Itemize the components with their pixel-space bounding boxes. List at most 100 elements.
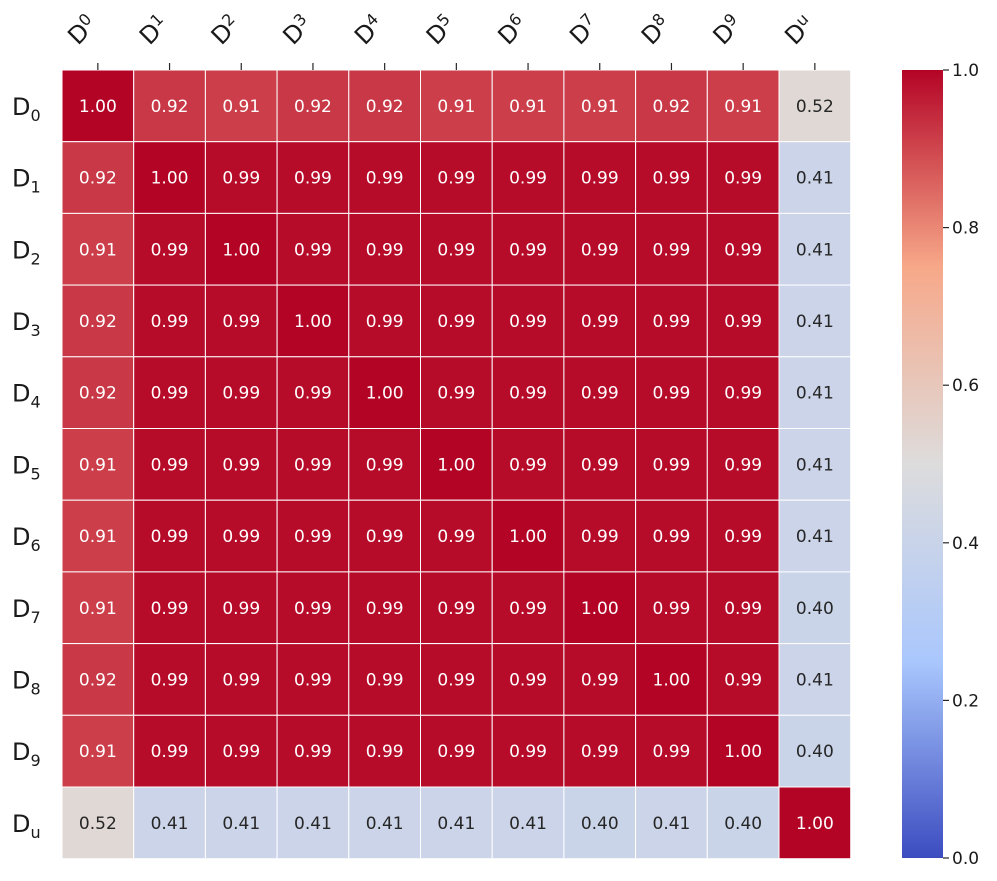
heatmap-cell	[778, 643, 852, 716]
cell-value-label: 0.99	[653, 384, 691, 404]
heatmap-cell	[61, 786, 135, 860]
cell-value-label: 1.00	[294, 312, 332, 332]
heatmap-cell	[635, 786, 708, 860]
heatmap-cell	[61, 212, 135, 286]
cell-value-label: 0.99	[724, 384, 762, 404]
heatmap-cell	[133, 786, 206, 860]
cell-value-label: 0.41	[294, 814, 332, 834]
cell-value-label: 0.99	[222, 455, 260, 475]
heatmap-cell	[491, 356, 565, 429]
cell-value-label: 0.99	[653, 312, 691, 332]
colorbar-tick-label: 0.0	[952, 849, 979, 869]
heatmap-cell	[276, 571, 350, 645]
svg-text:D1: D1	[133, 9, 174, 50]
heatmap-cell	[133, 69, 206, 143]
cell-value-label: 0.41	[796, 312, 834, 332]
cell-value-label: 0.99	[724, 527, 762, 547]
heatmap-cell	[420, 212, 493, 286]
heatmap-cell	[61, 141, 135, 214]
heatmap-cell	[420, 499, 493, 573]
cell-value-label: 1.00	[724, 742, 762, 762]
cell-value-label: 1.00	[509, 527, 547, 547]
cell-value-label: 0.91	[437, 97, 475, 117]
heatmap-cell	[778, 499, 852, 573]
svg-text:D3: D3	[277, 9, 318, 50]
heatmap-cell	[420, 643, 493, 716]
cell-value-label: 0.92	[151, 97, 189, 117]
column-label: D2	[206, 9, 239, 50]
heatmap-cell	[420, 69, 493, 143]
heatmap-cell	[348, 571, 421, 645]
colorbar-tick-label: 0.8	[952, 219, 979, 239]
cell-value-label: 0.99	[366, 312, 404, 332]
heatmap-cell	[276, 69, 350, 143]
heatmap-cell	[276, 643, 350, 716]
column-label: D0	[62, 9, 95, 50]
column-label: Du	[779, 9, 820, 50]
cell-value-label: 0.91	[79, 599, 117, 619]
cell-value-label: 0.41	[796, 169, 834, 189]
heatmap-cell	[276, 428, 350, 501]
cell-value-label: 0.99	[509, 240, 547, 260]
cell-value-label: 0.91	[79, 240, 117, 260]
row-label: D4	[12, 380, 41, 412]
heatmap-cell	[61, 714, 135, 788]
cell-value-label: 0.41	[796, 240, 834, 260]
heatmap-cell	[778, 786, 852, 860]
cell-value-label: 0.91	[509, 97, 547, 117]
heatmap-cell	[204, 284, 278, 358]
cell-value-label: 0.99	[366, 240, 404, 260]
cell-value-label: 0.92	[294, 97, 332, 117]
heatmap-cell	[348, 714, 421, 788]
cell-value-label: 0.99	[151, 670, 189, 690]
heatmap-cell	[778, 141, 852, 214]
cell-value-label: 0.52	[796, 97, 834, 117]
cell-value-label: 0.99	[581, 169, 619, 189]
cell-value-label: 0.92	[366, 97, 404, 117]
heatmap-cell	[133, 571, 206, 645]
heatmap-cell	[491, 643, 565, 716]
cell-value-label: 0.99	[437, 169, 475, 189]
svg-text:Du: Du	[779, 9, 820, 50]
cell-value-label: 0.91	[79, 527, 117, 547]
heatmap-cell	[635, 499, 708, 573]
cell-value-label: 0.99	[366, 169, 404, 189]
heatmap-cell	[491, 786, 565, 860]
row-label: D9	[12, 738, 41, 770]
cell-value-label: 0.99	[437, 599, 475, 619]
cell-value-label: 1.00	[796, 814, 834, 834]
cell-value-label: 0.91	[724, 97, 762, 117]
cell-value-label: 0.91	[79, 742, 117, 762]
heatmap-cell	[204, 141, 278, 214]
column-label: D1	[133, 9, 174, 50]
cell-value-label: 1.00	[366, 384, 404, 404]
cell-value-label: 0.99	[653, 455, 691, 475]
heatmap-cell	[563, 714, 637, 788]
cell-value-label: 0.99	[294, 670, 332, 690]
heatmap-cell	[778, 714, 852, 788]
cell-value-label: 0.99	[653, 240, 691, 260]
colorbar-tick-label: 1.0	[952, 61, 979, 81]
cell-value-label: 0.99	[437, 312, 475, 332]
row-label: D5	[12, 451, 41, 483]
heatmap-cell	[204, 786, 278, 860]
svg-text:D5: D5	[420, 9, 461, 50]
heatmap-cell	[276, 499, 350, 573]
colorbar: 0.0 0.2 0.4 0.6 0.8 1.0	[902, 61, 979, 869]
heatmap-cell	[491, 499, 565, 573]
svg-text:D8: D8	[635, 9, 676, 50]
column-label: D5	[420, 9, 461, 50]
heatmap-cell	[778, 428, 852, 501]
cell-value-label: 0.99	[509, 169, 547, 189]
cell-value-label: 0.99	[653, 169, 691, 189]
heatmap-cell	[563, 499, 637, 573]
heatmap-cell	[491, 284, 565, 358]
cell-value-label: 0.99	[222, 742, 260, 762]
heatmap-cell	[706, 643, 780, 716]
cell-value-label: 0.99	[151, 527, 189, 547]
heatmap-cell	[204, 499, 278, 573]
cell-value-label: 0.99	[509, 599, 547, 619]
colorbar-gradient	[902, 70, 943, 858]
column-label: D7	[564, 9, 597, 50]
